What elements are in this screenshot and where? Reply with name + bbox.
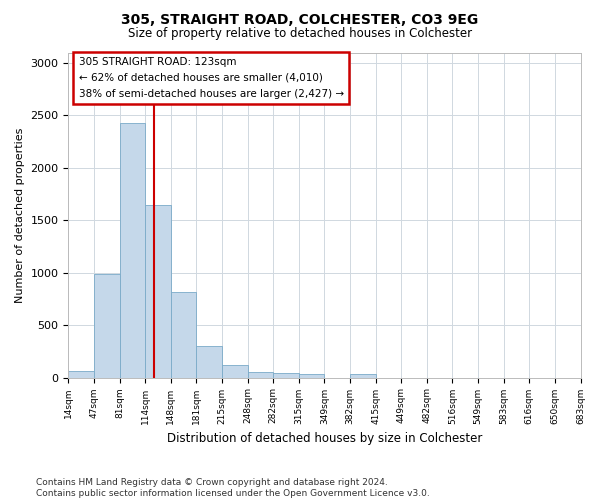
Text: Size of property relative to detached houses in Colchester: Size of property relative to detached ho…	[128, 28, 472, 40]
Bar	[119, 123, 145, 378]
Bar	[299, 374, 325, 378]
Bar	[196, 346, 222, 378]
Bar	[350, 374, 376, 378]
Bar	[222, 365, 248, 378]
X-axis label: Distribution of detached houses by size in Colchester: Distribution of detached houses by size …	[167, 432, 482, 445]
Text: 305, STRAIGHT ROAD, COLCHESTER, CO3 9EG: 305, STRAIGHT ROAD, COLCHESTER, CO3 9EG	[121, 12, 479, 26]
Text: 305 STRAIGHT ROAD: 123sqm
← 62% of detached houses are smaller (4,010)
38% of se: 305 STRAIGHT ROAD: 123sqm ← 62% of detac…	[79, 58, 344, 98]
Bar	[248, 372, 273, 378]
Bar	[273, 373, 299, 378]
Bar	[145, 204, 171, 378]
Text: Contains HM Land Registry data © Crown copyright and database right 2024.
Contai: Contains HM Land Registry data © Crown c…	[36, 478, 430, 498]
Bar	[94, 274, 119, 378]
Y-axis label: Number of detached properties: Number of detached properties	[15, 128, 25, 302]
Bar	[171, 292, 196, 378]
Bar	[68, 372, 94, 378]
